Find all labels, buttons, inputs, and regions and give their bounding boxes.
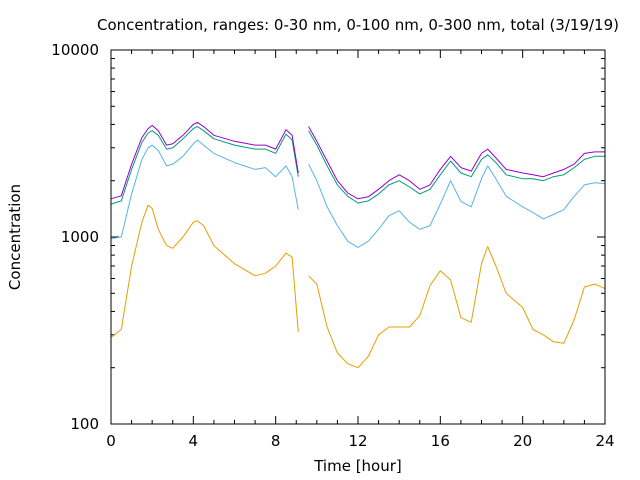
x-tick-label: 16 <box>431 432 450 450</box>
y-tick-label: 100 <box>70 415 99 433</box>
x-tick-label: 20 <box>513 432 532 450</box>
x-axis-label: Time [hour] <box>313 457 402 475</box>
y-tick-label: 10000 <box>51 41 99 59</box>
series-line-1 <box>110 204 606 369</box>
x-tick-label: 12 <box>348 432 367 450</box>
axis-ticks: 0 4 8 12 16 20 24 100 1000 10000 <box>51 41 614 450</box>
chart-title: Concentration, ranges: 0-30 nm, 0-100 nm… <box>97 16 619 34</box>
series-line-2 <box>110 139 606 248</box>
series-line-4 <box>110 121 605 200</box>
x-tick-label: 8 <box>271 432 281 450</box>
series-layer <box>110 121 606 369</box>
series-line-3 <box>110 126 605 205</box>
x-tick-label: 4 <box>189 432 199 450</box>
y-tick-label: 1000 <box>61 228 99 246</box>
x-tick-label: 24 <box>595 432 614 450</box>
x-tick-label: 0 <box>106 432 116 450</box>
plot-frame <box>110 49 606 425</box>
y-axis-label: Concentration <box>6 184 24 290</box>
